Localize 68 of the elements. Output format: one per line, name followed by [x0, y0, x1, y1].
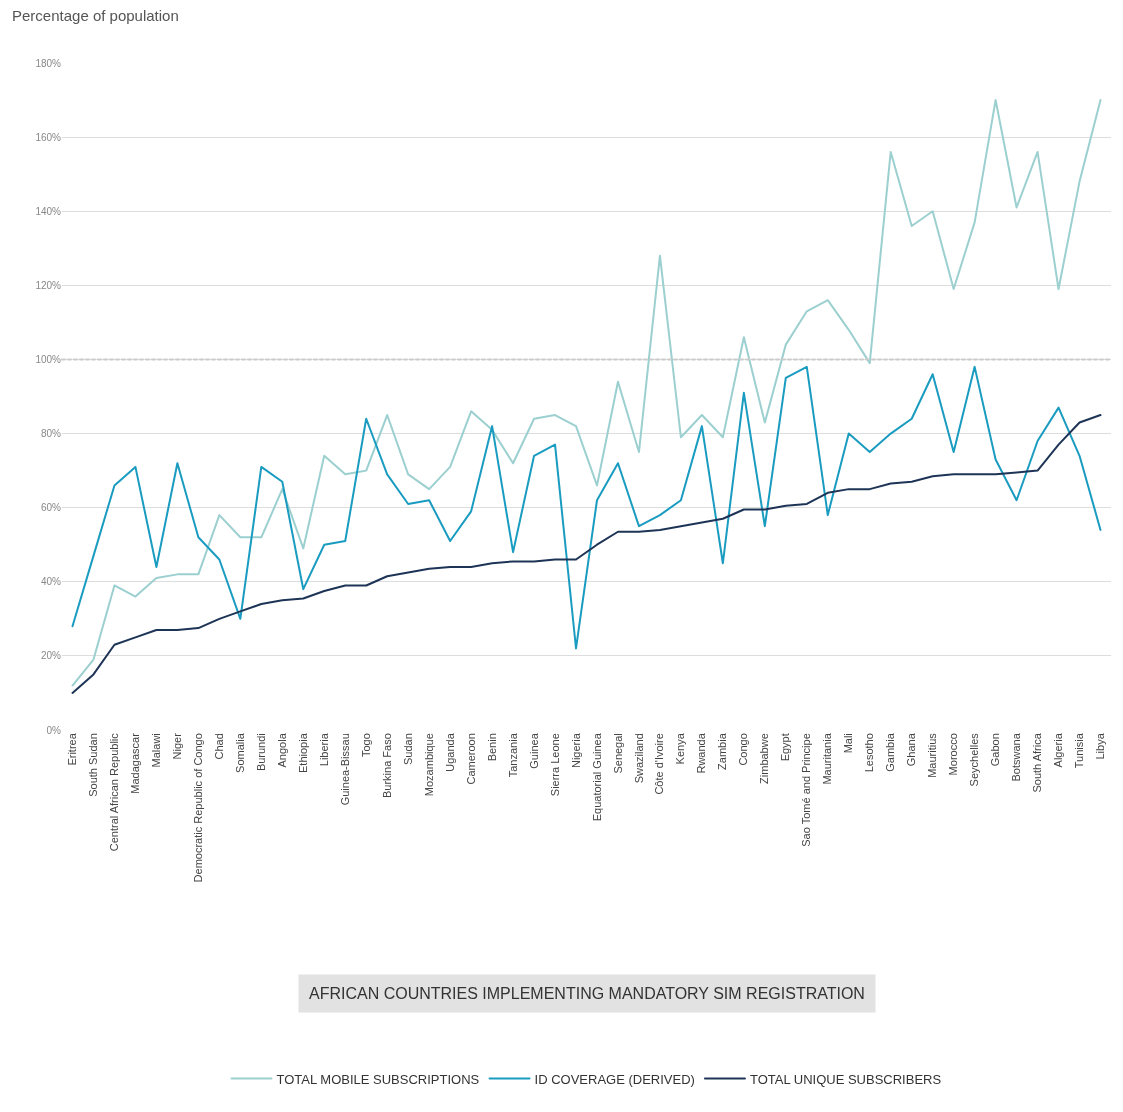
y-axis-title: Percentage of population	[12, 7, 179, 24]
x-tick-label: Senegal	[611, 733, 624, 774]
x-tick-label: Egypt	[779, 733, 792, 762]
x-tick-label: Libya	[1094, 732, 1107, 760]
x-tick-label: Zimbabwe	[758, 733, 771, 784]
x-tick-label: Sierra Leone	[548, 733, 561, 797]
x-tick-label: Uganda	[443, 732, 456, 772]
x-tick-label: Madagascar	[129, 732, 141, 794]
x-tick-label: Angola	[275, 732, 288, 768]
x-tick-label: Somalia	[233, 732, 246, 773]
x-tick-label: Benin	[485, 733, 498, 762]
line-series	[71, 365, 1102, 650]
x-tick-label: Mauritius	[926, 732, 939, 778]
legend-label: TOTAL MOBILE SUBSCRIPTIONS	[276, 1071, 480, 1087]
x-tick-label: Burundi	[254, 733, 267, 772]
y-tick-label: 80%	[40, 428, 62, 440]
x-tick-label: Chad	[212, 733, 225, 760]
y-tick-label: 20%	[40, 650, 62, 662]
legend-label: TOTAL UNIQUE SUBSCRIBERS	[749, 1071, 942, 1087]
x-tick-label: Côte d'Ivoire	[653, 733, 666, 795]
x-tick-label: Liberia	[317, 732, 330, 767]
y-tick-label: 60%	[40, 502, 62, 514]
x-tick-label: Sudan	[401, 733, 414, 766]
x-tick-label: Niger	[170, 732, 183, 760]
x-tick-label: Seychelles	[968, 732, 981, 787]
x-tick-label: Guinea-Bissau	[338, 733, 351, 806]
x-tick-label: Morocco	[947, 733, 960, 776]
y-tick-label: 140%	[35, 205, 62, 217]
x-tick-label: Eritrea	[66, 732, 79, 766]
x-tick-label: Tanzania	[506, 732, 519, 778]
y-tick-label: 120%	[35, 279, 62, 291]
x-tick-label: South Sudan	[87, 733, 100, 797]
x-tick-label: Tunisia	[1073, 732, 1086, 769]
x-tick-label: Democratic Republic of Congo	[191, 733, 204, 883]
x-tick-label: Togo	[359, 733, 372, 758]
y-tick-label: 0%	[46, 724, 62, 736]
x-tick-label: Mauritania	[821, 732, 834, 785]
x-tick-label: Algeria	[1052, 732, 1065, 768]
x-tick-label: Central African Republic	[108, 732, 121, 852]
y-tick-label: 40%	[40, 576, 62, 588]
x-tick-label: Burkina Faso	[380, 733, 393, 799]
x-tick-label: Cameroon	[464, 733, 477, 785]
x-tick-label: Congo	[737, 733, 750, 766]
y-tick-label: 180%	[35, 57, 62, 69]
x-tick-label: Gabon	[989, 733, 1002, 767]
legend-label: ID COVERAGE (DERIVED)	[534, 1071, 695, 1087]
x-tick-label: Sao Tomé and Principe	[800, 733, 813, 847]
x-tick-label: Botswana	[1010, 732, 1023, 782]
x-tick-label: Guinea	[527, 732, 540, 769]
x-tick-label: Rwanda	[695, 732, 708, 774]
x-tick-label: Zambia	[716, 732, 729, 770]
line-series	[71, 99, 1102, 687]
x-tick-label: Mozambique	[422, 733, 435, 797]
line-series	[71, 414, 1102, 694]
x-tick-label: Equatorial Guinea	[590, 732, 603, 822]
text: AFRICAN COUNTRIES IMPLEMENTING MANDATORY SIM REGISTRATION	[309, 985, 865, 1002]
x-tick-label: Swaziland	[632, 733, 645, 784]
x-tick-label: South Africa	[1031, 732, 1044, 793]
x-tick-label: Mali	[842, 733, 855, 754]
x-tick-label: Ghana	[905, 732, 918, 767]
y-tick-label: 100%	[35, 353, 62, 365]
x-tick-label: Lesotho	[863, 733, 876, 773]
x-tick-label: Malawi	[149, 733, 162, 768]
x-tick-label: Kenya	[674, 732, 687, 765]
x-tick-label: Ethiopia	[296, 732, 309, 773]
y-tick-label: 160%	[35, 131, 62, 143]
x-tick-label: Nigeria	[569, 732, 582, 769]
x-tick-label: Gambia	[884, 732, 897, 772]
